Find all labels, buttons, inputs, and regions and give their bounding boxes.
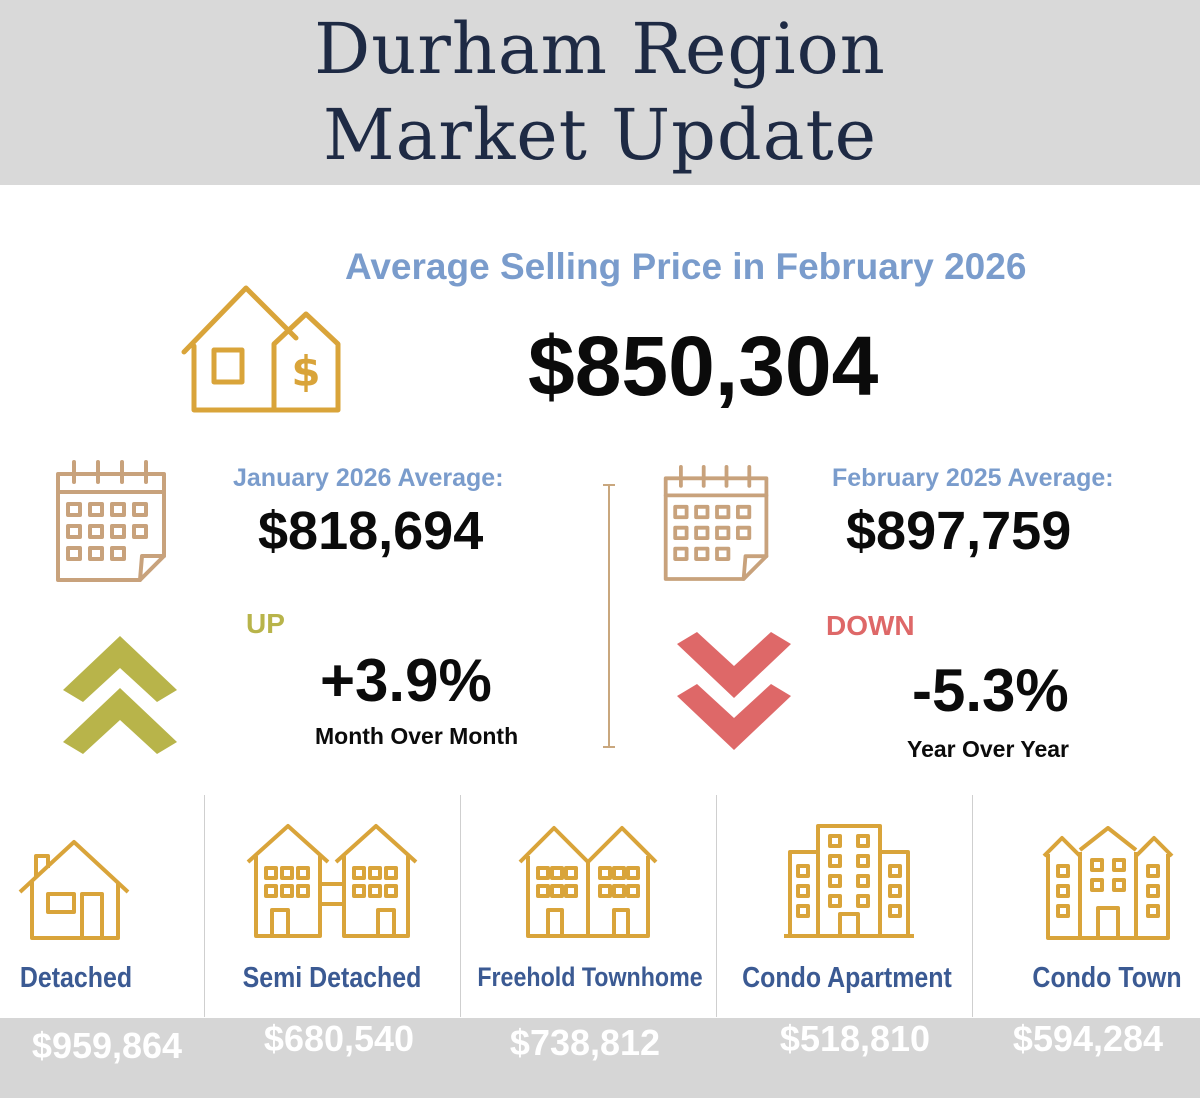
column-divider bbox=[460, 795, 461, 1017]
price-semi-detached: $680,540 bbox=[263, 1018, 415, 1059]
double-chevron-up-icon bbox=[63, 636, 177, 754]
year-compare-price: $897,759 bbox=[846, 501, 1072, 561]
type-label-detached: Detached bbox=[19, 962, 133, 994]
type-label-semi-detached: Semi Detached bbox=[242, 962, 422, 994]
footer-price-band bbox=[0, 1018, 1200, 1098]
month-compare-price: $818,694 bbox=[258, 501, 484, 561]
column-divider bbox=[972, 795, 973, 1017]
type-label-freehold-townhome: Freehold Townhome bbox=[477, 962, 703, 992]
type-label-condo-apartment: Condo Apartment bbox=[742, 962, 952, 994]
center-divider bbox=[603, 484, 615, 748]
year-change-percent: -5.3% bbox=[912, 657, 1069, 724]
month-change-caption: Month Over Month bbox=[315, 723, 519, 749]
freehold-townhome-icon bbox=[518, 826, 658, 938]
month-direction: UP bbox=[246, 608, 285, 639]
condo-apartment-icon bbox=[784, 824, 914, 938]
year-change-caption: Year Over Year bbox=[907, 736, 1069, 762]
semi-detached-icon bbox=[246, 824, 418, 938]
price-condo-apartment: $518,810 bbox=[779, 1018, 931, 1059]
condo-town-icon bbox=[1042, 826, 1174, 940]
average-price-heading: Average Selling Price in February 2026 bbox=[345, 246, 1027, 287]
house-dollar-icon: $ bbox=[181, 285, 341, 413]
page-title-line-2: Market Update bbox=[323, 94, 877, 176]
column-divider bbox=[716, 795, 717, 1017]
price-detached: $959,864 bbox=[31, 1025, 183, 1066]
detached-house-icon bbox=[18, 840, 130, 940]
month-compare-label: January 2026 Average: bbox=[233, 464, 504, 492]
calendar-icon bbox=[56, 460, 166, 582]
average-price-value: $850,304 bbox=[528, 319, 879, 413]
svg-text:$: $ bbox=[291, 347, 320, 396]
column-divider bbox=[204, 795, 205, 1017]
month-change-percent: +3.9% bbox=[320, 647, 492, 714]
year-compare-label: February 2025 Average: bbox=[832, 464, 1114, 492]
year-direction: DOWN bbox=[826, 610, 915, 641]
double-chevron-down-icon bbox=[677, 632, 791, 750]
page-title-line-1: Durham Region bbox=[314, 8, 886, 90]
calendar-icon bbox=[663, 465, 769, 581]
type-label-condo-town: Condo Town bbox=[1032, 962, 1182, 994]
price-condo-town: $594,284 bbox=[1012, 1018, 1164, 1059]
header-banner bbox=[0, 0, 1200, 185]
price-freehold-townhome: $738,812 bbox=[509, 1022, 661, 1063]
